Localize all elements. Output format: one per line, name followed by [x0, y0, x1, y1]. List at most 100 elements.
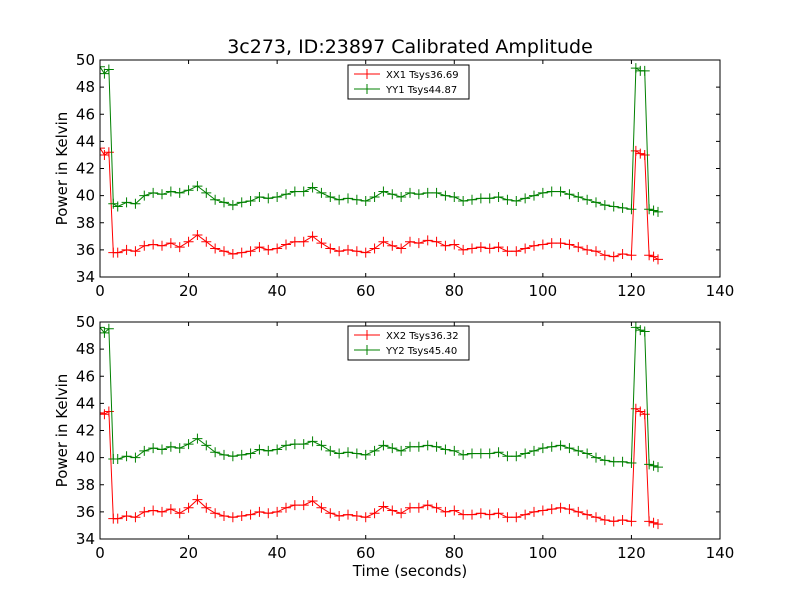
data-point — [405, 187, 415, 198]
data-point — [626, 458, 637, 469]
data-point — [298, 236, 309, 247]
data-point — [644, 516, 655, 527]
data-point — [112, 453, 123, 464]
data-point — [484, 448, 495, 459]
data-point — [108, 198, 119, 209]
x-tick-label: 100 — [529, 282, 558, 300]
data-point — [396, 508, 407, 519]
data-point — [369, 445, 380, 456]
data-point — [192, 229, 203, 240]
data-point — [210, 447, 221, 458]
data-point — [369, 191, 380, 202]
data-point — [148, 505, 159, 516]
data-point — [343, 193, 353, 204]
y-tick-label: 42 — [76, 160, 95, 178]
data-point — [298, 500, 309, 511]
legend-label: XX2 Tsys36.32 — [386, 331, 459, 342]
data-point — [546, 238, 557, 249]
legend-marker — [362, 84, 372, 94]
data-point — [100, 409, 110, 420]
data-point — [121, 244, 132, 255]
data-point — [100, 143, 105, 154]
data-point — [219, 510, 229, 521]
data-point — [630, 403, 641, 414]
data-point — [307, 182, 318, 193]
data-point — [263, 193, 274, 204]
data-point — [458, 509, 469, 520]
data-point — [281, 440, 291, 451]
data-point — [413, 189, 424, 200]
y-tick-label: 48 — [76, 78, 95, 96]
data-point — [582, 244, 593, 255]
data-point — [219, 246, 229, 257]
data-point — [511, 512, 522, 523]
data-point — [165, 186, 176, 197]
data-point — [608, 201, 619, 212]
data-point — [100, 149, 110, 160]
data-point — [334, 510, 345, 521]
data-point — [520, 193, 531, 204]
data-point — [511, 196, 522, 207]
y-tick-label: 34 — [76, 530, 95, 548]
data-point — [431, 441, 442, 452]
legend-label: YY2 Tsys45.40 — [385, 346, 457, 357]
data-point — [245, 196, 256, 207]
data-point — [405, 236, 415, 247]
data-point — [467, 448, 477, 459]
legend-marker — [362, 330, 372, 340]
x-tick-label: 120 — [617, 544, 646, 562]
data-point — [564, 443, 575, 454]
data-point — [626, 250, 637, 261]
data-point — [564, 239, 575, 250]
data-point — [351, 194, 362, 205]
data-point — [378, 186, 389, 197]
data-point — [630, 322, 641, 333]
data-point — [387, 189, 398, 200]
y-tick-label: 36 — [76, 503, 95, 521]
data-point — [591, 452, 601, 463]
data-point — [484, 193, 495, 204]
data-point — [653, 206, 663, 217]
data-point — [325, 191, 336, 202]
data-point — [343, 447, 353, 458]
data-point — [121, 451, 132, 462]
legend-box — [347, 64, 470, 100]
y-tick-label: 46 — [76, 367, 95, 385]
figure-title: 3c273, ID:23897 Calibrated Amplitude — [227, 36, 593, 58]
data-point — [165, 504, 176, 515]
data-point — [564, 189, 575, 200]
y-axis-label: Power in Kelvin — [53, 112, 71, 226]
data-point — [183, 502, 194, 513]
data-point — [520, 448, 531, 459]
data-point — [174, 187, 185, 198]
data-point — [272, 506, 283, 517]
data-point — [422, 440, 433, 451]
data-point — [405, 441, 415, 452]
data-point — [529, 506, 539, 517]
data-point — [210, 194, 221, 205]
data-point — [644, 459, 655, 470]
data-point — [635, 406, 646, 417]
data-point — [564, 504, 575, 515]
data-point — [343, 244, 353, 255]
data-point — [227, 512, 238, 523]
data-point — [467, 509, 477, 520]
data-point — [608, 456, 619, 467]
data-point — [529, 240, 539, 251]
data-point — [183, 439, 194, 450]
data-point — [263, 508, 274, 519]
data-point — [325, 243, 336, 254]
y-tick-label: 34 — [76, 268, 95, 286]
data-point — [502, 246, 513, 257]
data-point — [639, 149, 650, 160]
data-point — [307, 436, 318, 447]
data-point — [617, 202, 628, 213]
data-point — [192, 433, 203, 444]
data-point — [245, 448, 256, 459]
data-point — [396, 191, 407, 202]
data-point — [165, 441, 176, 452]
y-tick-label: 50 — [76, 51, 95, 69]
data-point — [103, 323, 114, 334]
data-point — [369, 243, 380, 254]
data-point — [582, 194, 593, 205]
